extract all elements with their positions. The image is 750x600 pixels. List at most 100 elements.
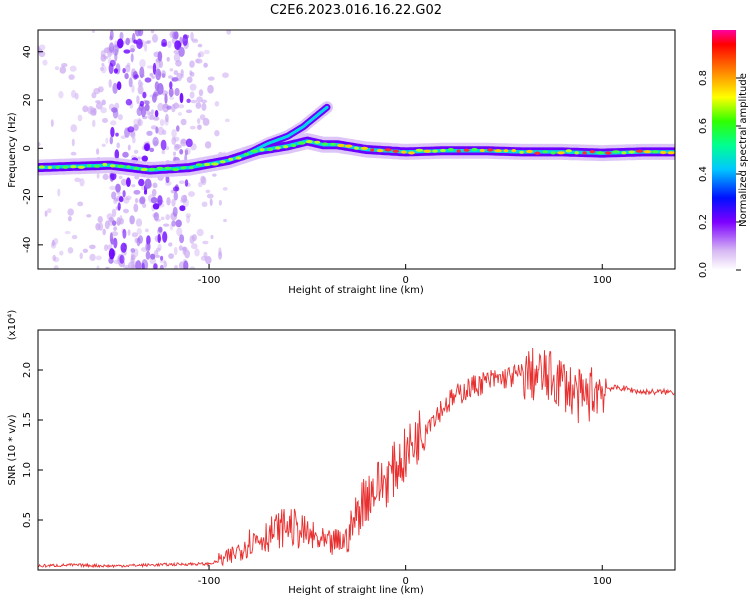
ridge-hotspot xyxy=(266,147,274,152)
ridge-hotspot xyxy=(360,146,369,150)
y-tick-label: -40 xyxy=(22,237,33,253)
noise-blob xyxy=(173,191,178,201)
noise-blob xyxy=(158,226,163,233)
colorbar-tick-label: 0.2 xyxy=(698,214,709,230)
noise-blob xyxy=(136,38,143,50)
noise-speckle xyxy=(191,243,198,250)
noise-speckle xyxy=(202,117,210,126)
noise-speckle xyxy=(178,180,185,184)
noise-speckle xyxy=(64,230,71,235)
noise-speckle xyxy=(125,64,131,73)
noise-speckle xyxy=(136,228,142,235)
noise-blob xyxy=(159,264,164,269)
noise-speckle xyxy=(197,52,201,58)
noise-speckle xyxy=(190,99,198,104)
noise-blob xyxy=(134,30,141,37)
noise-speckle xyxy=(53,265,59,269)
noise-speckle xyxy=(131,232,139,238)
noise-blob xyxy=(136,237,141,247)
noise-blob xyxy=(125,37,130,46)
noise-blob xyxy=(147,242,151,251)
noise-speckle xyxy=(135,218,143,227)
noise-blob xyxy=(174,87,180,97)
noise-speckle xyxy=(103,47,111,54)
noise-blob xyxy=(154,110,159,118)
noise-speckle xyxy=(189,60,195,68)
noise-speckle xyxy=(102,118,108,123)
noise-blob xyxy=(144,103,150,112)
noise-speckle xyxy=(70,124,78,133)
noise-blob xyxy=(152,203,160,210)
noise-speckle xyxy=(68,74,75,80)
ridge-hotspot xyxy=(70,165,77,169)
noise-blob xyxy=(122,151,129,158)
spectrogram-frame xyxy=(37,29,676,270)
noise-speckle xyxy=(59,250,64,256)
ridge-hotspot xyxy=(148,167,156,171)
noise-speckle xyxy=(167,40,172,49)
noise-speckle xyxy=(116,142,120,149)
noise-blob xyxy=(162,231,168,243)
noise-speckle xyxy=(171,136,177,145)
ridge-hotspot xyxy=(643,150,652,154)
noise-speckle xyxy=(152,182,158,189)
noise-speckle xyxy=(222,72,229,78)
noise-speckle xyxy=(197,118,201,124)
noise-speckle xyxy=(223,218,227,223)
ridge-hotspot xyxy=(77,165,86,169)
x-tick-label: 0 xyxy=(402,576,408,587)
noise-speckle xyxy=(86,214,92,218)
noise-speckle xyxy=(195,102,202,109)
ridge-hotspot xyxy=(305,140,313,144)
noise-blob xyxy=(143,189,148,195)
noise-speckle xyxy=(176,227,183,237)
ridge-hotspot xyxy=(494,149,502,153)
noise-blob xyxy=(157,233,161,244)
noise-speckle xyxy=(150,109,155,115)
noise-speckle xyxy=(137,156,143,160)
noise-speckle xyxy=(177,104,185,109)
ridge-hotspot xyxy=(604,151,612,155)
noise-speckle xyxy=(139,59,146,68)
noise-blob xyxy=(108,62,114,75)
spectrogram-panel: -100 0 100 40 20 0 -20 -40 Height of straight … xyxy=(7,29,676,296)
noise-speckle xyxy=(163,223,170,227)
noise-blob xyxy=(144,178,152,189)
ridge-hotspot xyxy=(589,150,596,154)
noise-blob xyxy=(176,125,180,132)
noise-blob xyxy=(108,248,115,260)
noise-speckle xyxy=(127,144,131,151)
noise-blob xyxy=(144,77,152,83)
noise-speckle xyxy=(106,213,113,220)
ridge-hotspot xyxy=(133,166,140,170)
noise-blob xyxy=(179,149,184,155)
ridge-hotspot xyxy=(93,164,101,168)
noise-speckle xyxy=(144,43,148,52)
noise-speckle xyxy=(210,234,214,240)
noise-speckle xyxy=(131,84,135,93)
noise-speckle xyxy=(166,197,171,206)
noise-blob xyxy=(112,82,118,94)
noise-blob xyxy=(182,34,188,46)
noise-speckle xyxy=(180,138,187,145)
noise-speckle xyxy=(189,83,197,91)
noise-blob xyxy=(109,136,114,145)
noise-speckle xyxy=(168,242,173,247)
ridge-hotspot xyxy=(164,166,172,170)
noise-blob xyxy=(175,219,182,228)
noise-speckle xyxy=(71,89,76,99)
y-tick-label: 0.5 xyxy=(22,512,33,528)
ridge-hotspot xyxy=(39,165,45,169)
noise-blob xyxy=(138,178,145,187)
ridge-hotspot xyxy=(628,150,635,154)
noise-blob xyxy=(179,92,184,104)
noise-blob xyxy=(164,93,168,104)
ridge-hotspot xyxy=(479,148,485,153)
noise-speckle xyxy=(158,60,163,68)
ridge-hotspot xyxy=(228,157,234,161)
noise-blob xyxy=(172,206,178,217)
noise-speckle xyxy=(61,63,68,68)
noise-blob xyxy=(133,39,138,44)
ridge-hotspot xyxy=(203,162,211,167)
noise-speckle xyxy=(47,208,52,214)
